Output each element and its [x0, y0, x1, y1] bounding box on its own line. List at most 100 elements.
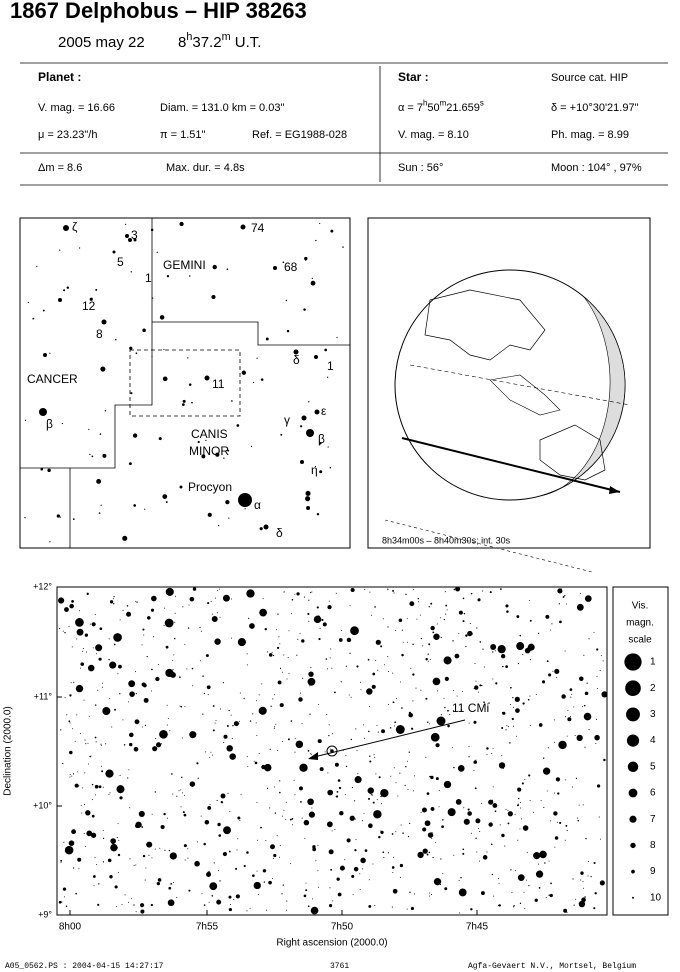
field-star	[557, 588, 563, 594]
field-star	[298, 697, 303, 702]
scale-number: 1	[650, 657, 656, 668]
field-star	[98, 785, 102, 789]
field-star	[411, 727, 414, 730]
field-star	[435, 777, 439, 781]
field-star	[438, 790, 440, 792]
field-star	[330, 648, 332, 650]
field-star	[498, 905, 500, 907]
finder-star	[179, 485, 183, 489]
finder-star	[223, 457, 225, 459]
field-star	[117, 823, 119, 825]
field-star	[275, 723, 277, 725]
field-star	[425, 658, 428, 661]
field-star	[265, 840, 267, 842]
scale-dot	[630, 842, 636, 849]
field-star	[273, 853, 277, 858]
field-star	[184, 643, 186, 646]
field-star	[71, 600, 74, 603]
field-star	[150, 608, 155, 612]
field-star	[530, 650, 532, 652]
field-star	[135, 821, 142, 828]
field-star	[554, 741, 556, 743]
field-star	[330, 868, 333, 871]
finder-star	[197, 440, 200, 444]
field-star	[281, 671, 283, 673]
field-star	[538, 887, 541, 889]
field-star	[395, 831, 397, 833]
finder-star	[96, 478, 102, 484]
finder-star	[306, 505, 311, 510]
field-star	[312, 847, 317, 852]
field-star	[71, 646, 73, 648]
field-star	[309, 685, 311, 687]
field-star	[68, 720, 71, 723]
scale-number: 3	[650, 709, 656, 720]
field-star	[317, 870, 319, 872]
field-star	[364, 589, 366, 591]
right-ascension-part: α = 7	[398, 102, 423, 114]
field-star	[119, 796, 123, 800]
field-star	[474, 663, 476, 665]
field-star	[279, 791, 281, 794]
field-star	[559, 821, 562, 825]
info-text: Ref. = EG1988-028	[252, 129, 347, 141]
field-star	[401, 653, 404, 657]
finder-star	[98, 512, 101, 514]
field-star	[550, 882, 552, 885]
field-star	[364, 849, 368, 852]
field-star	[197, 777, 199, 779]
shadow-path	[401, 437, 621, 493]
scale-dot	[631, 869, 635, 874]
field-star	[490, 644, 497, 650]
field-star	[159, 847, 161, 849]
finder-star	[40, 467, 44, 471]
finder-label: 1	[327, 359, 334, 373]
field-star	[461, 690, 463, 692]
field-star	[477, 598, 481, 602]
field-star	[147, 616, 151, 620]
finder-label: Procyon	[188, 480, 232, 494]
field-star	[144, 724, 147, 727]
field-star	[389, 727, 392, 729]
field-star	[128, 680, 136, 688]
finder-star	[310, 280, 316, 286]
info-text: V. mag. = 16.66	[38, 102, 115, 114]
field-star	[112, 598, 114, 600]
time: 8h37.2m U.T.	[178, 31, 261, 51]
field-star	[436, 623, 438, 625]
finder-star	[315, 239, 317, 242]
scale-dot	[628, 788, 638, 798]
field-star	[395, 782, 397, 784]
field-star	[444, 706, 446, 709]
field-star	[76, 638, 78, 640]
field-star	[374, 904, 376, 906]
field-star	[271, 651, 273, 653]
finder-label: ζ	[72, 220, 78, 234]
field-star	[230, 714, 232, 716]
field-star	[256, 801, 258, 803]
finder-star	[319, 442, 322, 445]
field-star	[369, 591, 371, 593]
field-star	[476, 627, 478, 629]
field-star	[89, 623, 91, 625]
info-text: Source cat. HIP	[551, 72, 628, 84]
field-star	[178, 790, 180, 792]
target-star	[330, 749, 334, 753]
field-star	[380, 795, 382, 798]
finder-label: δ	[293, 353, 300, 367]
field-star	[429, 775, 432, 778]
field-star	[572, 878, 574, 880]
finder-star	[128, 462, 132, 466]
field-star	[209, 885, 211, 887]
field-star	[64, 631, 66, 634]
finder-star	[165, 501, 168, 504]
field-star	[220, 793, 226, 799]
finder-star	[330, 229, 334, 233]
field-star	[301, 817, 303, 819]
field-star	[399, 772, 401, 774]
finder-star	[42, 309, 45, 312]
field-star	[156, 881, 161, 886]
finder-star	[128, 238, 132, 242]
field-star	[584, 896, 586, 898]
field-star	[238, 720, 240, 722]
